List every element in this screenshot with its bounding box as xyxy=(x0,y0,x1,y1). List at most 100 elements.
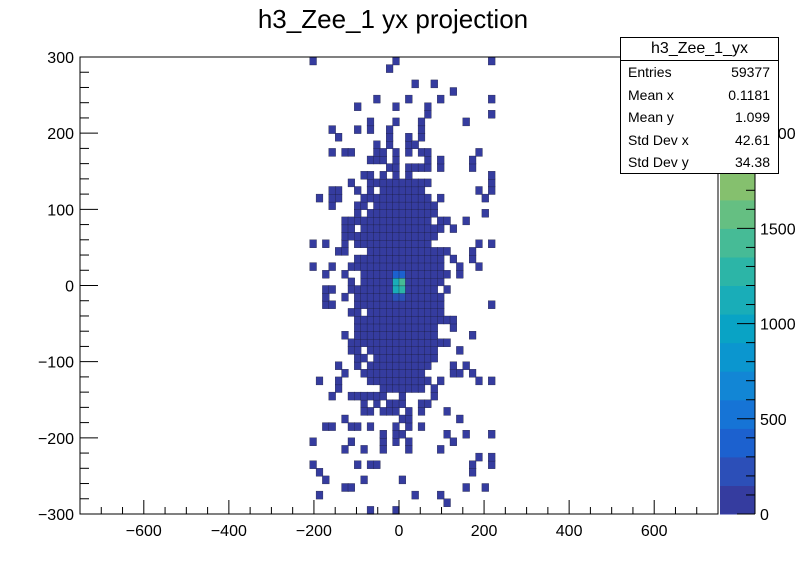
histogram-bin xyxy=(488,178,496,188)
histogram-bin xyxy=(398,201,406,210)
histogram-bin xyxy=(398,178,406,188)
histogram-bin xyxy=(462,430,470,439)
histogram-bin xyxy=(424,353,432,363)
histogram-bin xyxy=(386,140,394,149)
colorbar-segment xyxy=(720,342,755,372)
histogram-bin xyxy=(437,277,445,287)
histogram-bin xyxy=(360,193,368,203)
histogram-bin xyxy=(488,94,496,104)
histogram-bin xyxy=(373,315,381,325)
colorbar-segment xyxy=(720,314,755,344)
histogram-bin xyxy=(379,201,387,210)
histogram-bin xyxy=(449,254,457,264)
histogram-bin xyxy=(373,94,381,104)
histogram-bin xyxy=(309,262,317,271)
stats-label: Std Dev x xyxy=(628,131,689,148)
histogram-bin xyxy=(341,216,349,226)
histogram-bin xyxy=(437,445,445,454)
stats-label: Mean y xyxy=(628,109,674,125)
histogram-bin xyxy=(379,155,387,165)
histogram-bin xyxy=(424,239,432,248)
histogram-bin xyxy=(354,323,362,332)
histogram-bin xyxy=(437,315,445,325)
histogram-bin xyxy=(392,361,400,370)
histogram-bin xyxy=(430,201,438,210)
histogram-bin xyxy=(443,285,451,294)
histogram-bin xyxy=(437,224,445,233)
histogram-bin xyxy=(379,209,387,218)
histogram-bin xyxy=(354,346,362,355)
histogram-bin xyxy=(373,193,381,203)
histogram-bin xyxy=(411,239,419,248)
histogram-bin xyxy=(405,300,413,309)
histogram-bin xyxy=(392,232,400,241)
histogram-bin xyxy=(405,422,413,431)
histogram-bin xyxy=(411,140,419,149)
histogram-bin xyxy=(373,216,381,226)
histogram-bin xyxy=(392,201,400,210)
stats-row-entries: Entries 59377 xyxy=(621,61,778,84)
histogram-bin xyxy=(469,468,477,477)
histogram-bin xyxy=(386,270,394,279)
histogram-bin xyxy=(392,155,400,165)
histogram-bin xyxy=(335,133,343,142)
histogram-bin xyxy=(417,338,426,347)
histogram-bin xyxy=(430,353,438,363)
histogram-bin xyxy=(405,315,413,325)
histogram-bin xyxy=(475,148,483,157)
histogram-bin xyxy=(405,407,413,416)
histogram-bin xyxy=(456,262,464,271)
histogram-bin xyxy=(379,171,387,180)
histogram-bin xyxy=(424,216,432,226)
histogram-bin xyxy=(373,239,381,248)
histogram-bin xyxy=(398,277,406,287)
histogram-bin xyxy=(386,346,394,355)
histogram-bin xyxy=(443,247,451,256)
histogram-bin xyxy=(411,315,419,325)
histogram-bin xyxy=(341,270,349,279)
histogram-bin xyxy=(417,407,426,416)
histogram-bin xyxy=(398,247,406,256)
histogram-bin xyxy=(398,391,406,401)
histogram-bin xyxy=(424,338,432,347)
histogram-bin xyxy=(373,460,381,469)
histogram-bin xyxy=(322,292,330,302)
histogram-bin xyxy=(405,384,413,393)
histogram-bin xyxy=(392,193,400,203)
histogram-bin xyxy=(392,262,400,271)
histogram-bin xyxy=(373,376,381,386)
histogram-bin xyxy=(437,216,445,226)
histogram-bin xyxy=(386,308,394,317)
histogram-bin xyxy=(424,254,432,264)
histogram-bin xyxy=(354,239,362,248)
histogram-bin xyxy=(424,292,432,302)
histogram-bin xyxy=(392,239,400,248)
histogram-bin xyxy=(417,224,426,233)
histogram-bin xyxy=(366,277,375,287)
histogram-bin xyxy=(379,437,387,446)
histogram-bin xyxy=(392,117,400,127)
histogram-bin xyxy=(341,239,349,248)
histogram-bin xyxy=(373,399,381,408)
histogram-bin xyxy=(386,292,394,302)
histogram-bin xyxy=(360,254,368,264)
histogram-bin xyxy=(373,308,381,317)
stats-label: Std Dev y xyxy=(628,154,689,170)
histogram-bin xyxy=(386,315,394,325)
histogram-bin xyxy=(411,323,419,332)
histogram-bin xyxy=(417,369,426,378)
histogram-bin xyxy=(405,369,413,378)
histogram-bin xyxy=(481,483,489,492)
histogram-bin xyxy=(405,201,413,210)
histogram-bin xyxy=(347,422,355,431)
colorbar-segment xyxy=(720,285,755,315)
histogram-bin xyxy=(379,239,387,248)
histogram-bin xyxy=(373,338,381,347)
histogram-bin xyxy=(360,338,368,347)
histogram-bin xyxy=(379,331,387,340)
histogram-bin xyxy=(469,155,477,165)
histogram-bin xyxy=(417,254,426,264)
histogram-bin xyxy=(424,209,432,218)
histogram-bin xyxy=(373,300,381,309)
histogram-bin xyxy=(386,186,394,195)
